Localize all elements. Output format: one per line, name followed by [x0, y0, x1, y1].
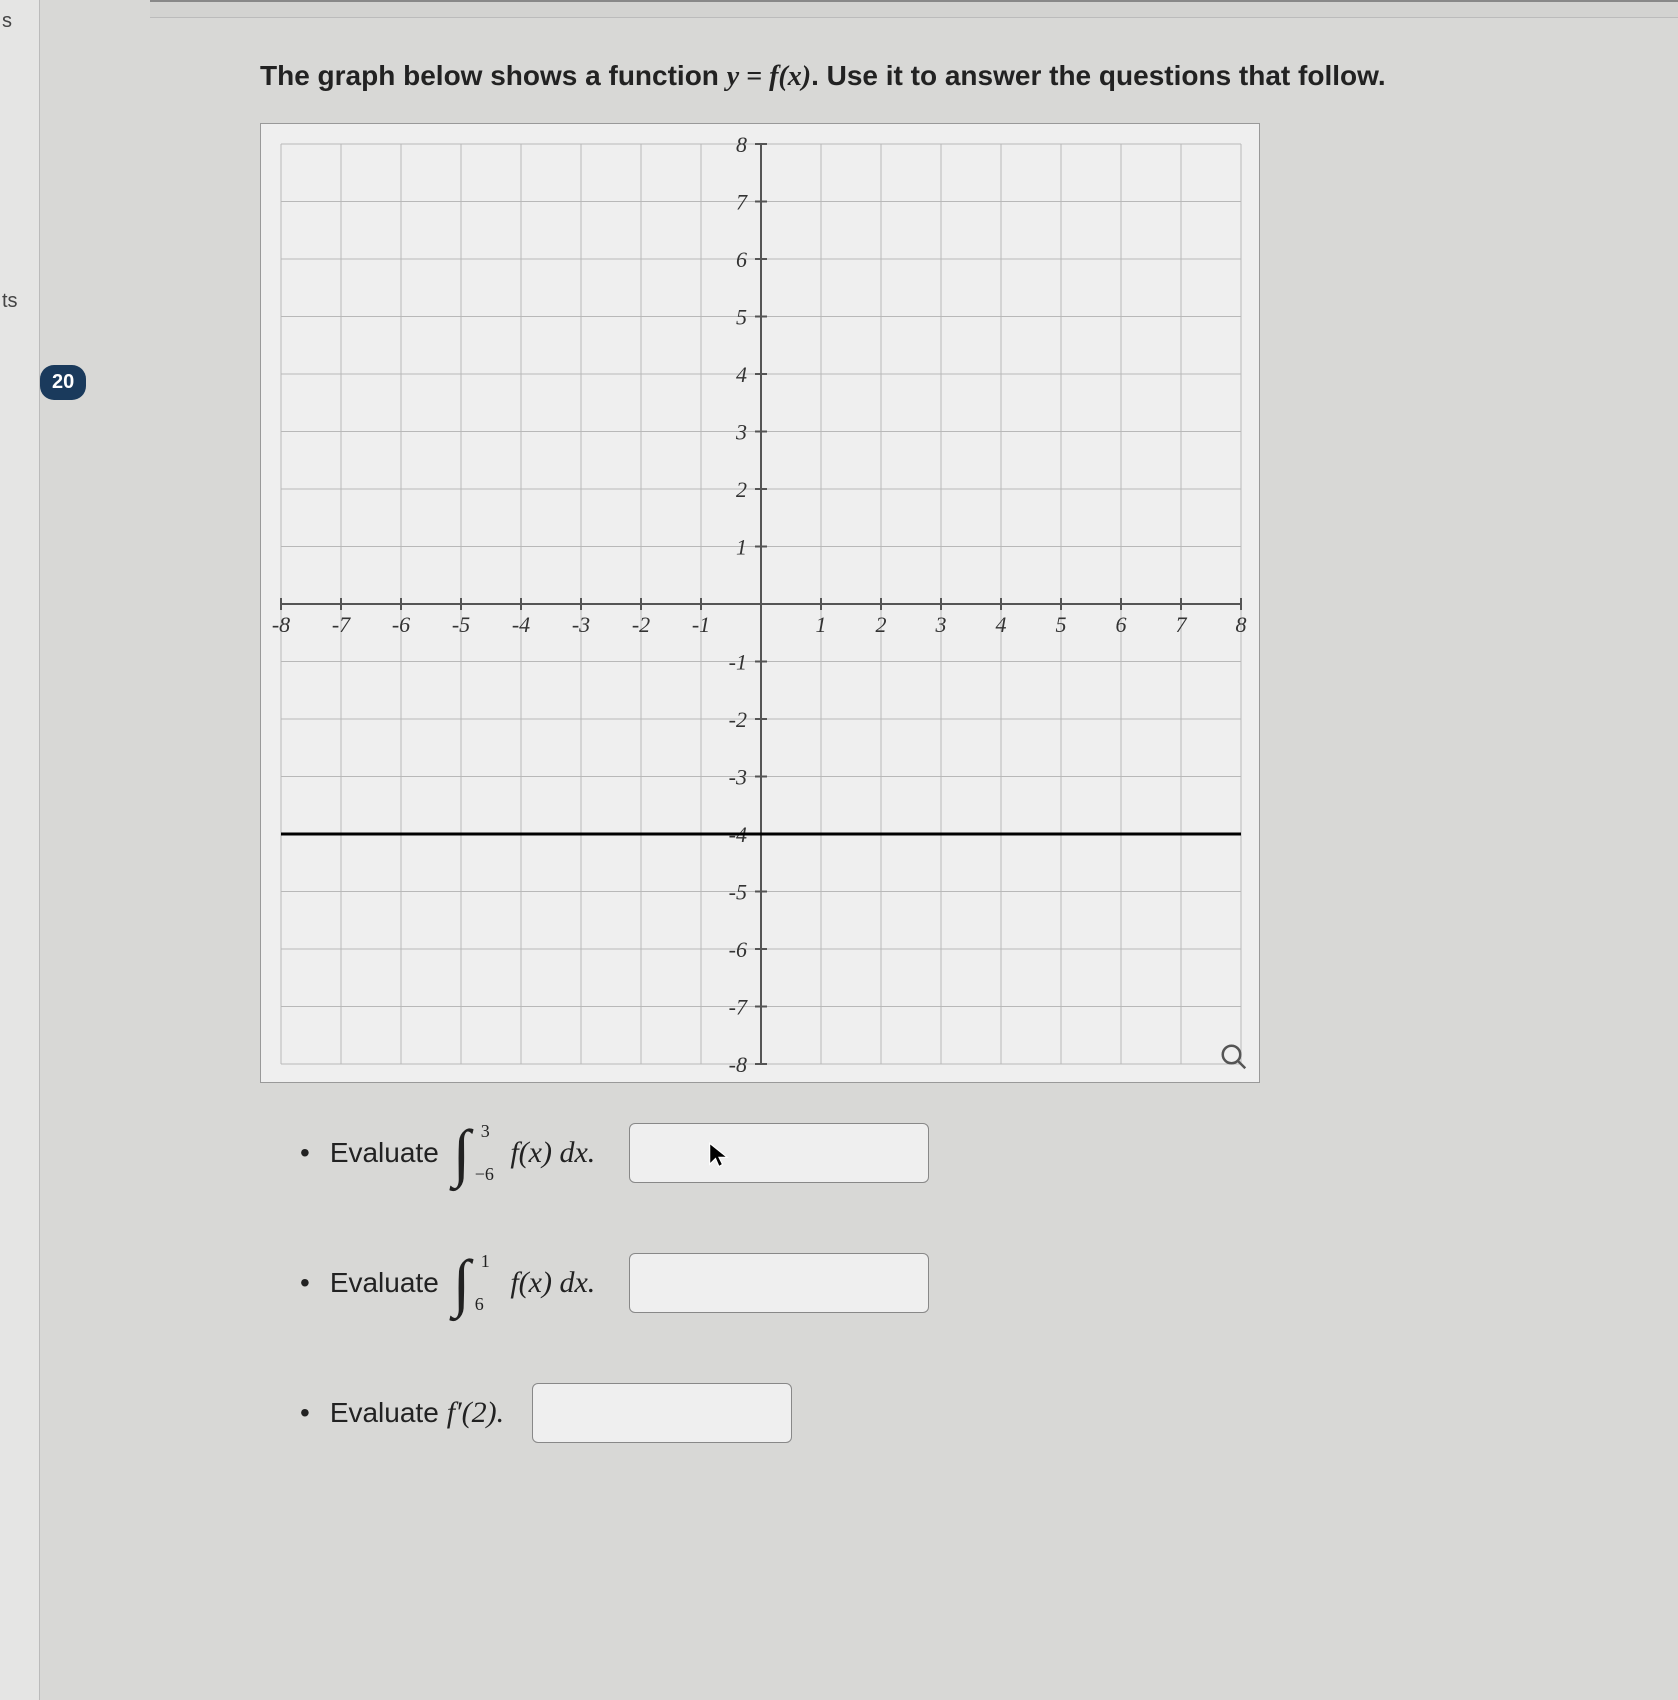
q2-integral: ∫ 1 6 f(x) dx. — [447, 1257, 601, 1308]
graph-container: -8-7-6-5-4-3-2-112345678-8-7-6-5-4-3-2-1… — [260, 123, 1260, 1083]
svg-text:5: 5 — [736, 305, 747, 330]
zoom-icon[interactable] — [1219, 1042, 1249, 1072]
svg-text:-8: -8 — [272, 612, 290, 637]
q2-lower: 6 — [475, 1294, 484, 1315]
q1-lower: −6 — [475, 1164, 494, 1185]
svg-text:8: 8 — [1236, 612, 1247, 637]
svg-text:-2: -2 — [729, 707, 747, 732]
svg-text:-4: -4 — [512, 612, 530, 637]
prompt-text: The graph below shows a function y = f(x… — [260, 60, 1610, 93]
q2-upper: 1 — [481, 1251, 490, 1272]
svg-text:1: 1 — [816, 612, 827, 637]
q1-answer-input[interactable] — [629, 1123, 929, 1183]
q2-answer-input[interactable] — [629, 1253, 929, 1313]
svg-text:-1: -1 — [729, 650, 747, 675]
left-rail: s ts — [0, 0, 40, 1700]
svg-text:-3: -3 — [729, 765, 747, 790]
svg-text:4: 4 — [996, 612, 1007, 637]
svg-text:6: 6 — [736, 247, 747, 272]
svg-text:-5: -5 — [452, 612, 470, 637]
svg-text:-6: -6 — [729, 937, 747, 962]
question-3: • Evaluate f′(2). — [260, 1383, 1610, 1443]
svg-text:-6: -6 — [392, 612, 410, 637]
svg-text:5: 5 — [1056, 612, 1067, 637]
q3-answer-input[interactable] — [532, 1383, 792, 1443]
question-number-badge[interactable]: 20 — [40, 365, 86, 400]
q1-body: f(x) dx. — [510, 1136, 595, 1170]
q2-verb: Evaluate — [330, 1267, 439, 1299]
q1-upper: 3 — [481, 1121, 490, 1142]
cursor-icon — [705, 1141, 733, 1169]
bullet-icon: • — [300, 1137, 310, 1169]
prompt-pre: The graph below shows a function — [260, 60, 727, 91]
prompt-post: . Use it to answer the questions that fo… — [811, 60, 1386, 91]
svg-text:2: 2 — [736, 477, 747, 502]
svg-text:-8: -8 — [729, 1052, 747, 1077]
content-area: The graph below shows a function y = f(x… — [260, 60, 1610, 1513]
prompt-equation: y = f(x) — [727, 61, 811, 92]
bullet-icon: • — [300, 1267, 310, 1299]
svg-text:-1: -1 — [692, 612, 710, 637]
rail-label-s: s — [2, 10, 12, 33]
q3-expr: f′(2). — [447, 1396, 504, 1430]
svg-text:1: 1 — [736, 535, 747, 560]
svg-text:6: 6 — [1116, 612, 1127, 637]
svg-text:7: 7 — [1176, 612, 1188, 637]
graph-svg: -8-7-6-5-4-3-2-112345678-8-7-6-5-4-3-2-1… — [261, 124, 1261, 1084]
svg-text:8: 8 — [736, 132, 747, 157]
question-1: • Evaluate ∫ 3 −6 f(x) dx. — [260, 1123, 1610, 1183]
svg-text:-7: -7 — [729, 995, 748, 1020]
question-2: • Evaluate ∫ 1 6 f(x) dx. — [260, 1253, 1610, 1313]
svg-text:-7: -7 — [332, 612, 351, 637]
svg-text:-3: -3 — [572, 612, 590, 637]
q1-integral: ∫ 3 −6 f(x) dx. — [447, 1127, 601, 1178]
q1-verb: Evaluate — [330, 1137, 439, 1169]
svg-text:2: 2 — [876, 612, 887, 637]
q3-verb: Evaluate — [330, 1397, 439, 1429]
svg-text:-2: -2 — [632, 612, 650, 637]
svg-text:7: 7 — [736, 190, 748, 215]
bullet-icon: • — [300, 1397, 310, 1429]
svg-text:3: 3 — [735, 420, 747, 445]
svg-text:4: 4 — [736, 362, 747, 387]
rail-label-ts: ts — [2, 290, 18, 313]
questions-list: • Evaluate ∫ 3 −6 f(x) dx. • Evaluate ∫ — [260, 1123, 1610, 1443]
svg-text:3: 3 — [935, 612, 947, 637]
q2-body: f(x) dx. — [510, 1266, 595, 1300]
svg-text:-5: -5 — [729, 880, 747, 905]
top-divider — [150, 0, 1678, 18]
